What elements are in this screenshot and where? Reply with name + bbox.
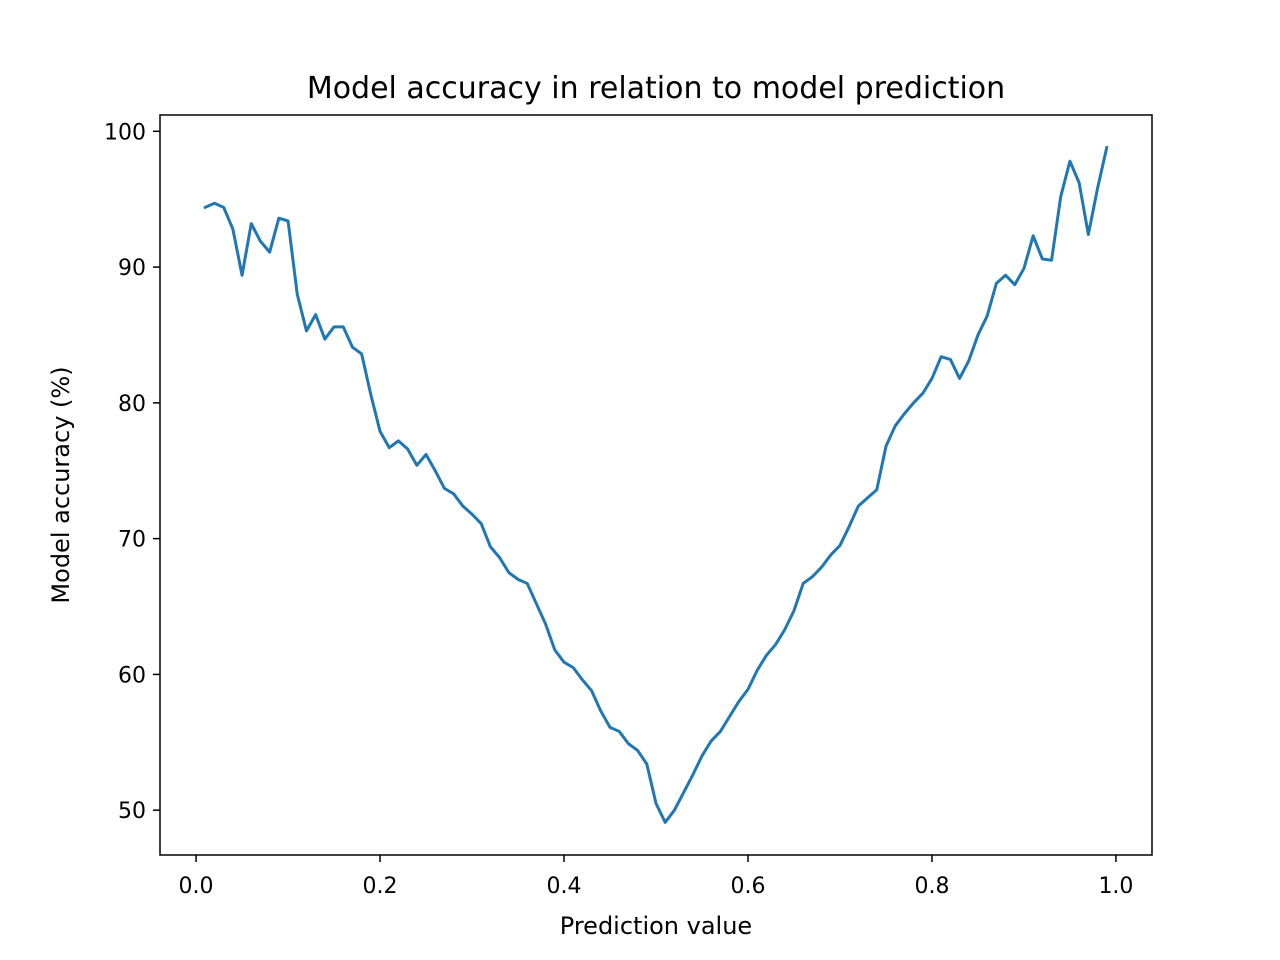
x-tick-label: 0.6 [730,874,765,899]
y-tick-label: 70 [118,528,146,553]
y-tick-label: 80 [118,392,146,417]
x-tick-label: 1.0 [1098,874,1133,899]
chart-title: Model accuracy in relation to model pred… [307,71,1005,106]
accuracy-series-line [203,145,1109,824]
x-tick-label: 0.2 [363,874,398,899]
y-axis-ticks: 50 60 70 80 90 100 [104,120,160,824]
x-tick-label: 0.8 [914,874,949,899]
x-tick-label: 0.0 [179,874,214,899]
y-axis-label: Model accuracy (%) [47,366,75,603]
y-tick-label: 60 [118,663,146,688]
y-tick-label: 50 [118,799,146,824]
y-tick-label: 100 [104,120,146,145]
axes-frame [159,114,1153,856]
y-tick-label: 90 [118,256,146,281]
plot-area [159,114,1153,856]
x-axis-ticks: 0.0 0.2 0.4 0.6 0.8 1.0 [179,855,1133,899]
x-tick-label: 0.4 [547,874,582,899]
x-axis-label: Prediction value [560,912,752,940]
